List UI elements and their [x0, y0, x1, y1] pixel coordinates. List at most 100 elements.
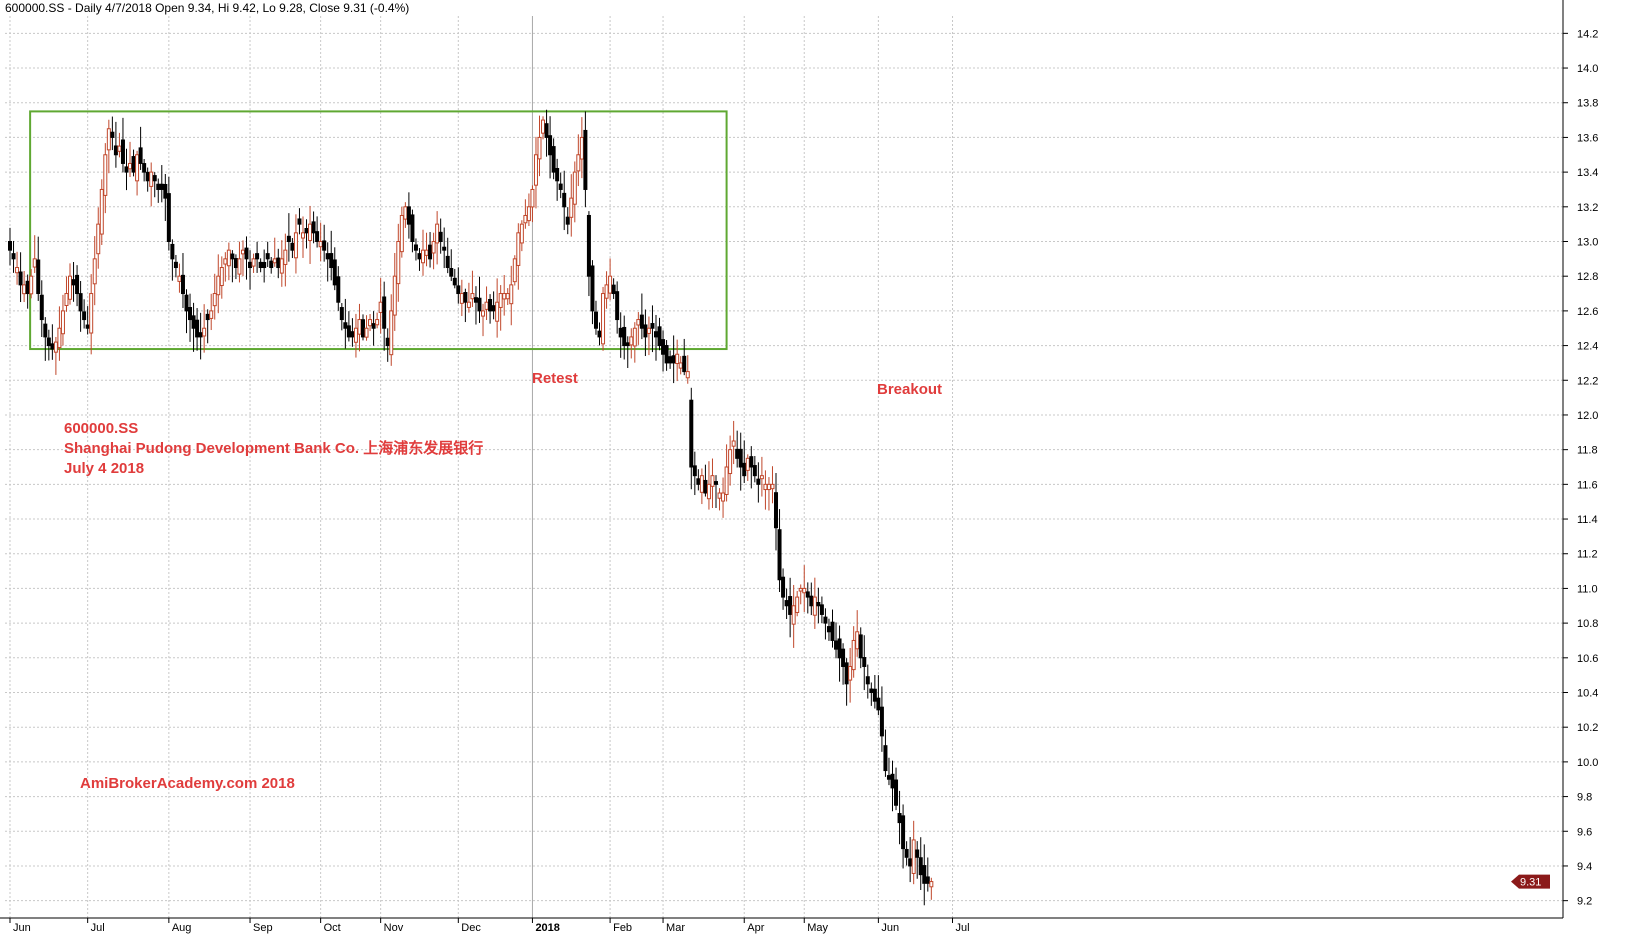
candle-body	[336, 276, 341, 303]
candle-body	[421, 249, 426, 264]
candle-body	[551, 146, 556, 173]
stock-info-block: 600000.SS Shanghai Pudong Development Ba…	[64, 419, 483, 479]
candle-body	[879, 706, 884, 737]
candle-body	[523, 214, 528, 224]
candle-body	[361, 319, 365, 338]
y-tick-label: 11.6	[1577, 479, 1598, 491]
candle-body	[293, 232, 298, 259]
candle-body	[675, 353, 680, 365]
candle-body	[901, 815, 906, 850]
candle-body	[240, 249, 245, 255]
candle-body	[908, 858, 913, 867]
candle-body	[678, 362, 683, 369]
candle-body	[212, 293, 217, 307]
y-tick-label: 13.0	[1577, 237, 1598, 249]
candle-body	[745, 457, 750, 471]
candle-body	[110, 131, 115, 138]
candle-body	[484, 301, 489, 310]
candle-body	[85, 324, 90, 329]
candle-body	[784, 600, 789, 607]
candle-body	[226, 249, 231, 267]
candle-body	[99, 188, 104, 235]
candle-body	[209, 310, 214, 319]
candle-body	[692, 465, 697, 477]
candle-body	[470, 293, 475, 300]
candle-body	[325, 253, 330, 260]
range-box-layer	[29, 110, 728, 351]
candle-body	[223, 258, 228, 265]
y-tick-label: 9.4	[1577, 861, 1592, 873]
candle-body	[163, 183, 168, 199]
candle-body	[618, 327, 623, 338]
candle-body	[579, 136, 584, 160]
candle-body	[823, 616, 828, 624]
candle-body	[195, 319, 200, 338]
candle-body	[339, 307, 344, 321]
candle-body	[541, 119, 546, 134]
candle-body	[869, 688, 874, 694]
candle-body	[32, 258, 37, 268]
candle-body	[918, 857, 923, 876]
y-tick-label: 9.8	[1577, 792, 1592, 804]
candle-body	[629, 336, 634, 346]
candle-body	[791, 605, 796, 625]
y-tick-label: 13.2	[1577, 202, 1598, 214]
candle-body	[428, 244, 433, 260]
candle-body	[608, 275, 613, 294]
candle-body	[509, 284, 514, 305]
candle-body	[858, 634, 863, 659]
candle-body	[300, 232, 305, 239]
candle-body	[106, 128, 111, 151]
candle-body	[759, 475, 764, 480]
candle-body	[124, 166, 129, 173]
candle-body	[103, 154, 108, 196]
x-tick-label: Jun	[881, 922, 899, 934]
candle-body	[872, 688, 877, 702]
candle-body	[562, 192, 567, 208]
candle-body	[488, 298, 493, 312]
stock-name: Shanghai Pudong Development Bank Co. 上海浦…	[64, 440, 484, 457]
candle-body	[389, 310, 394, 356]
candle-body	[205, 313, 210, 321]
candle-body	[848, 665, 853, 681]
candle-body	[749, 456, 754, 468]
candle-body	[68, 275, 73, 300]
candle-body	[244, 247, 249, 260]
candle-body	[632, 327, 637, 347]
candle-body	[456, 285, 461, 295]
candle-body	[714, 481, 718, 485]
x-tick-label: May	[807, 922, 828, 934]
candle-body	[180, 274, 185, 295]
candle-body	[346, 325, 351, 338]
candle-body	[269, 260, 274, 269]
candle-body	[897, 813, 902, 824]
candle-body	[639, 314, 644, 329]
candle-body	[731, 440, 736, 447]
candle-body	[311, 221, 316, 234]
candle-body	[410, 214, 415, 242]
date-axis: Jun Jul Aug Sep Oct Nov Dec 2018 Feb Mar Apr May Jun…	[0, 917, 1563, 934]
candle-body	[117, 145, 122, 152]
candle-body	[622, 326, 627, 347]
candle-body	[653, 331, 658, 338]
candle-body	[738, 448, 743, 468]
candle-body	[929, 881, 934, 888]
candle-body	[75, 274, 80, 295]
y-tick-label: 14.0	[1577, 63, 1598, 75]
candle-body	[248, 261, 253, 269]
candle-body	[590, 265, 595, 312]
candle-body	[519, 223, 524, 244]
candle-body	[53, 341, 58, 353]
y-tick-label: 12.6	[1577, 306, 1598, 318]
candle-body	[251, 258, 256, 267]
candle-body	[378, 301, 383, 313]
x-tick-label: Jul	[956, 922, 970, 934]
candle-body	[322, 240, 327, 251]
candle-body	[290, 242, 295, 251]
y-tick-label: 12.8	[1577, 271, 1598, 283]
candle-body	[558, 183, 563, 190]
candle-body	[894, 779, 899, 806]
candle-body	[495, 301, 500, 322]
candle-body	[777, 529, 782, 581]
candle-body	[255, 253, 260, 260]
